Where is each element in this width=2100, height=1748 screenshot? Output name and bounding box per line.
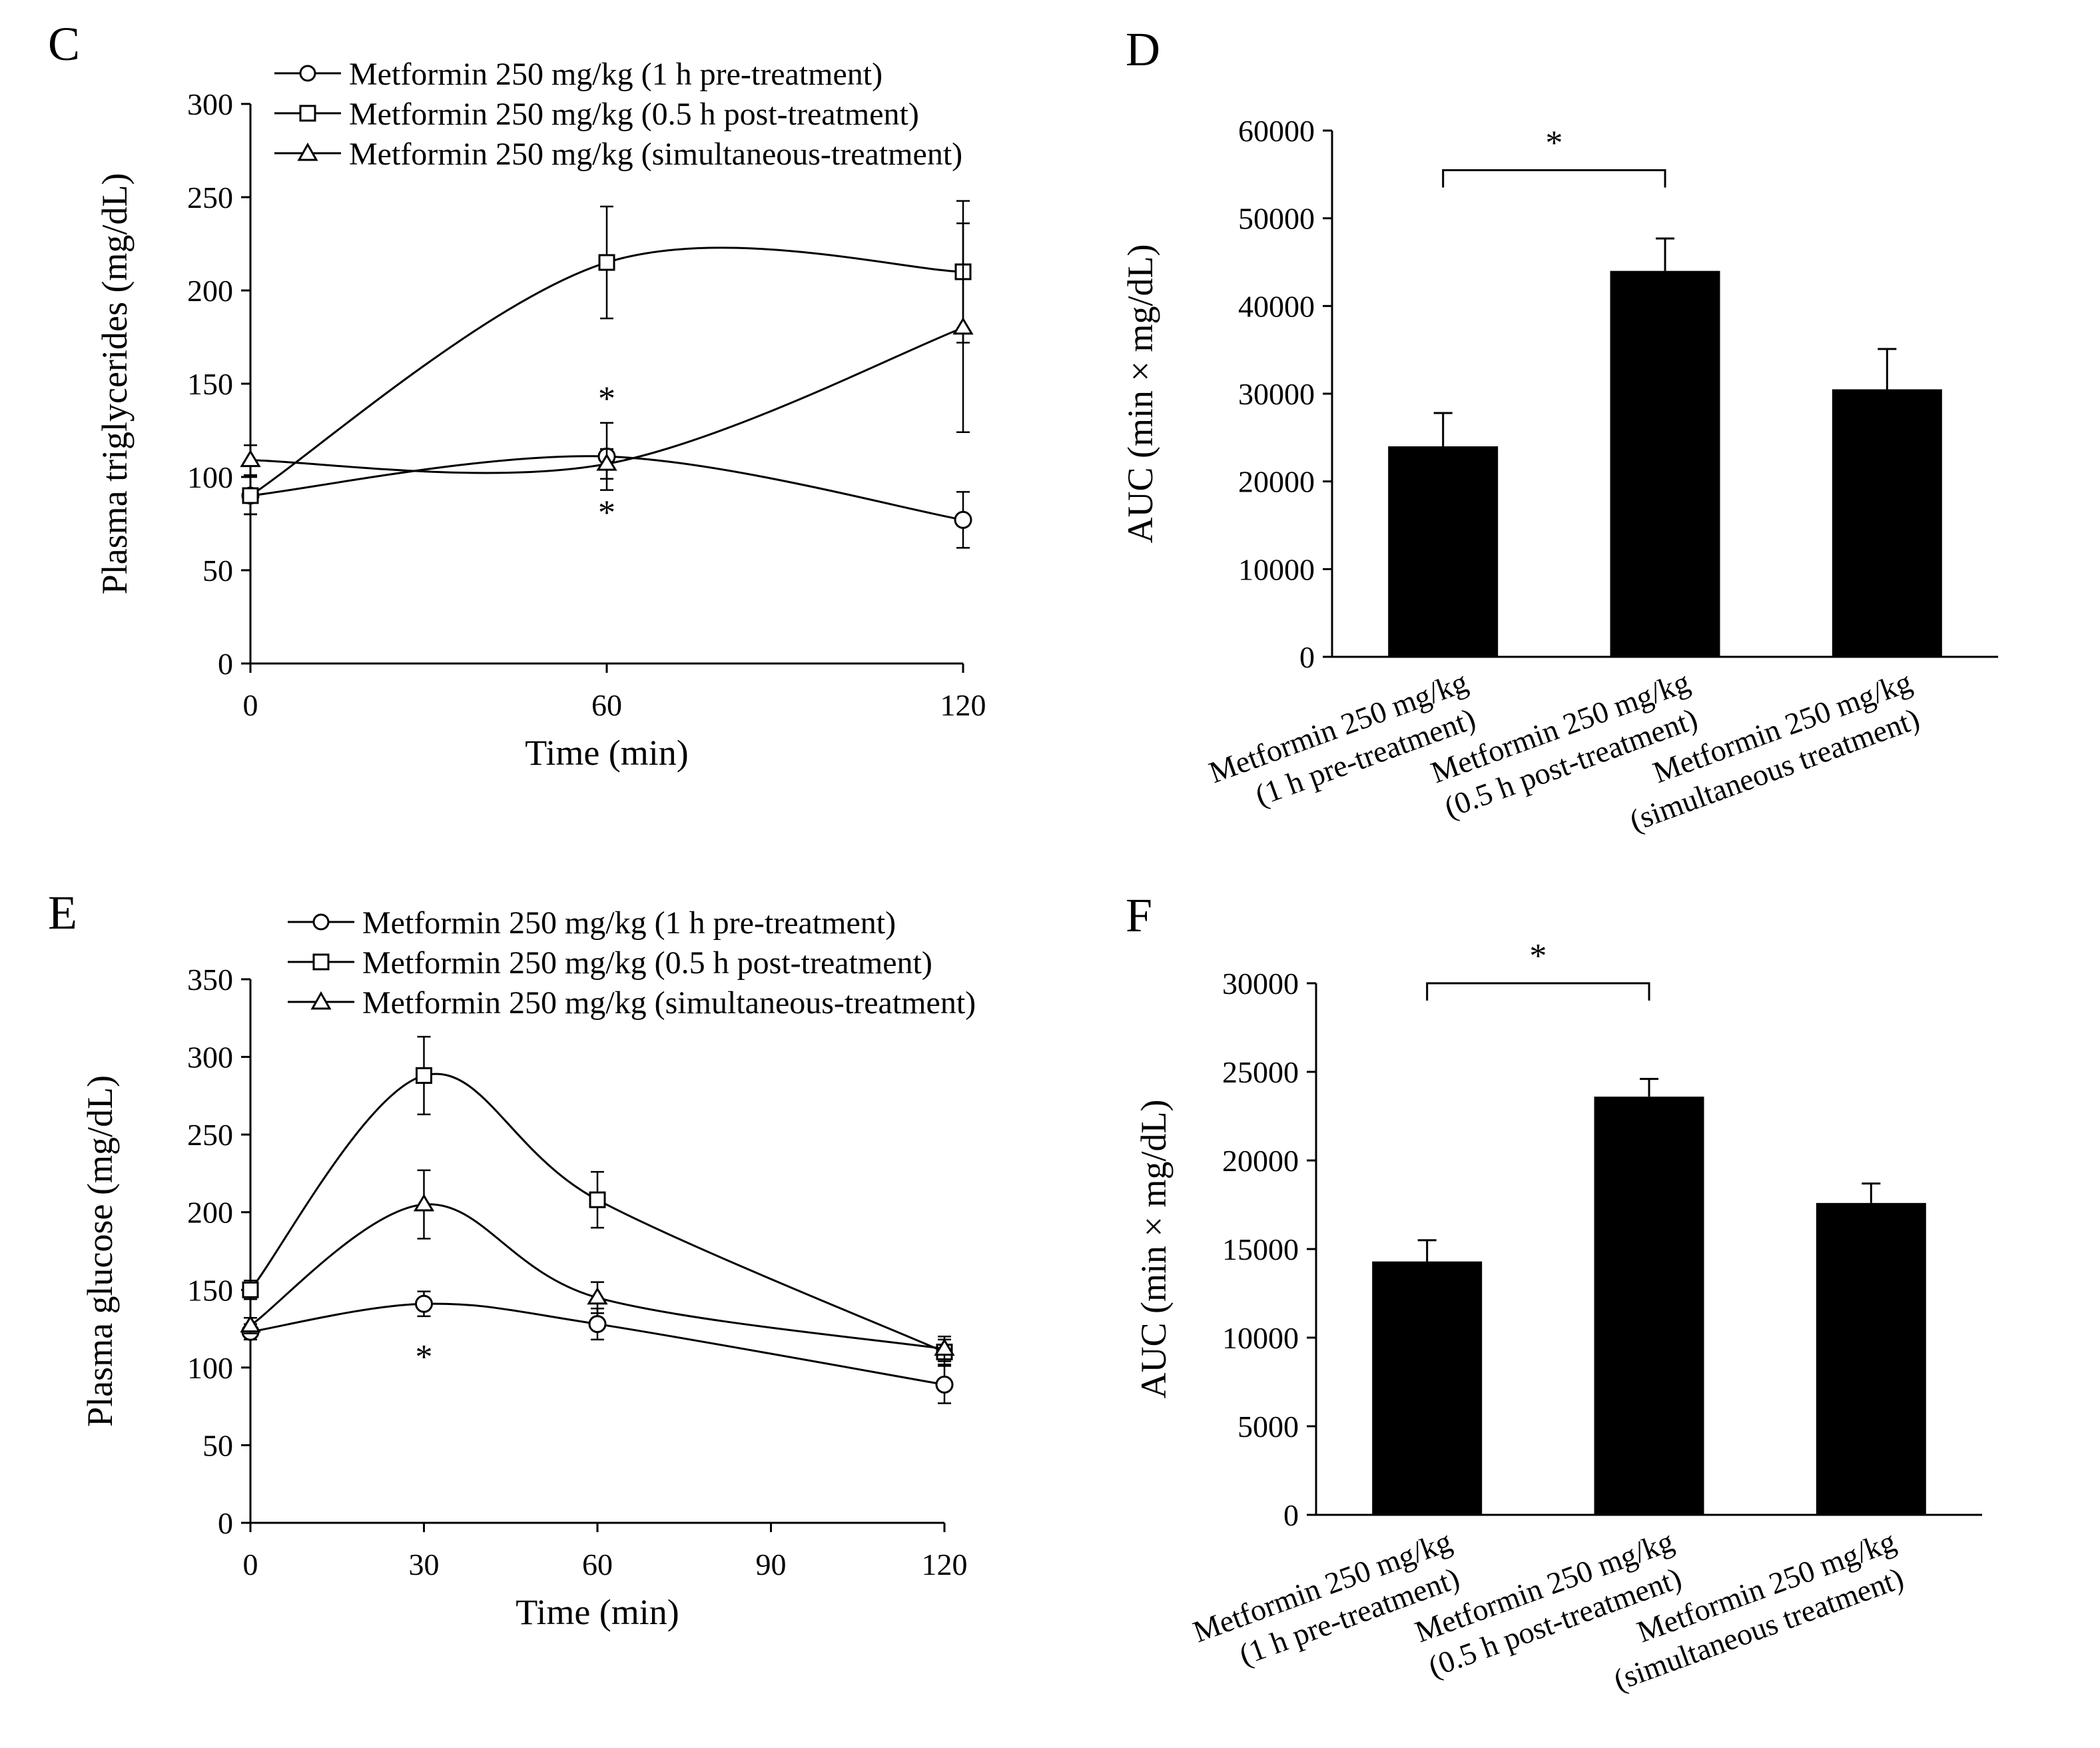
series-square [242,1036,953,1366]
y-tick-label: 10000 [1238,552,1315,586]
legend-marker-triangle [297,142,318,161]
y-axis-label: AUC (min × mg/dL) [1120,244,1160,544]
significance-asterisk: * [1545,125,1563,163]
legend-marker-square [312,953,330,971]
data-point-square [242,1281,259,1298]
legend-marker-square [299,105,316,122]
series-line [250,1302,945,1386]
y-axis-label: AUC (min × mg/dL) [1134,1100,1174,1399]
y-tick-label: 5000 [1237,1410,1299,1444]
legend-label: Metformin 250 mg/kg (0.5 h post-treatmen… [362,945,932,981]
data-point-triangle [240,449,261,468]
series-line [250,1203,945,1350]
panel-letter: F [1126,889,1152,942]
y-axis-label: Plasma glucose (mg/dL) [80,1075,120,1427]
y-tick-label: 20000 [1222,1144,1299,1178]
series-line [249,1073,945,1353]
data-point-triangle [413,1194,435,1212]
y-tick-label: 15000 [1222,1232,1299,1266]
data-point-square [589,1191,606,1208]
y-tick-label: 40000 [1238,289,1315,323]
y-tick-label: 50 [202,1428,233,1462]
y-tick-label: 0 [1299,640,1315,674]
panel-f-glucose-auc-chart: F 0 5000 10000 15000 20000 25000 30000 AUC (min … [1126,889,1982,1697]
panel-letter: D [1126,23,1160,76]
legend-label: Metformin 250 mg/kg (simultaneous-treatm… [362,985,976,1021]
x-axis-label: Time (min) [525,733,689,773]
y-tick-label: 10000 [1222,1321,1299,1355]
y-tick-label: 25000 [1222,1055,1299,1089]
y-tick-label: 150 [187,1273,233,1307]
significance-asterisk: * [598,494,615,532]
y-tick-label: 60000 [1238,114,1315,148]
y-tick-label: 200 [187,274,233,308]
y-tick-label: 200 [187,1196,233,1230]
x-tick-label: 0 [243,1547,258,1581]
x-tick-label: 60 [582,1547,613,1581]
panel-e-glucose-chart: E 0 50 100 150 200 250 300 350 0 30 60 90 120 Time (mi… [48,886,976,1632]
bar [1388,446,1499,657]
bar [1594,1096,1704,1515]
panel-letter: E [48,886,77,939]
data-point-triangle [587,1287,608,1305]
x-tick-label: 0 [243,688,258,722]
bar [1610,270,1720,657]
y-tick-label: 50 [202,554,233,588]
y-tick-label: 0 [1283,1498,1299,1532]
bar [1832,389,1942,657]
y-tick-label: 300 [187,87,233,121]
data-point-circle [415,1294,433,1313]
x-tick-label: 90 [756,1547,787,1581]
y-tick-label: 350 [187,963,233,997]
y-tick-label: 0 [218,1506,233,1540]
x-tick-label: 120 [922,1547,968,1581]
legend-marker-triangle [310,991,332,1010]
legend-label: Metformin 250 mg/kg (0.5 h post-treatmen… [349,97,919,132]
x-axis-label: Time (min) [516,1592,679,1632]
x-tick-label: 120 [940,688,986,722]
y-tick-label: 100 [187,1351,233,1385]
legend-label: Metformin 250 mg/kg (simultaneous-treatm… [349,137,962,172]
data-point-square [416,1067,432,1085]
data-point-square [242,487,259,504]
data-point-triangle [240,1315,261,1333]
panel-d-triglycerides-auc-chart: D 0 10000 20000 30000 40000 50000 60000 AUC (min… [1120,23,1998,838]
legend-label: Metformin 250 mg/kg (1 h pre-treatment) [349,57,882,92]
y-tick-label: 30000 [1238,377,1315,411]
y-tick-label: 100 [187,460,233,494]
x-tick-label: 60 [591,688,622,722]
x-tick-label: 30 [409,1547,440,1581]
y-tick-label: 150 [187,367,233,401]
data-point-circle [588,1315,607,1334]
data-point-triangle [952,317,974,335]
significance-asterisk: * [1529,937,1547,975]
series-triangle [240,222,974,480]
panel-c-triglycerides-chart: C 0 50 100 150 200 250 300 0 60 120 Time (min) Plasm… [48,17,986,773]
significance-asterisk: * [416,1338,433,1376]
legend-marker-circle [299,65,316,82]
y-tick-label: 20000 [1238,465,1315,499]
y-tick-label: 250 [187,181,233,215]
legend-marker-circle [312,913,330,931]
y-tick-label: 30000 [1222,967,1299,1001]
y-tick-label: 250 [187,1118,233,1152]
data-point-triangle [596,453,617,471]
data-point-triangle [934,1338,955,1356]
significance-bracket [1426,982,1650,1001]
y-axis-label: Plasma triglycerides (mg/dL) [95,173,135,595]
data-point-circle [954,510,972,529]
legend-label: Metformin 250 mg/kg (1 h pre-treatment) [362,905,896,941]
y-tick-label: 50000 [1238,202,1315,236]
y-tick-label: 300 [187,1041,233,1075]
data-point-circle [935,1376,954,1394]
significance-bracket [1442,169,1666,188]
significance-asterisk: * [598,380,615,418]
y-tick-label: 0 [218,647,233,681]
series-triangle [240,1169,955,1362]
data-point-square [598,254,615,271]
bar [1816,1202,1926,1515]
bar [1372,1261,1483,1515]
panel-letter: C [48,17,80,71]
